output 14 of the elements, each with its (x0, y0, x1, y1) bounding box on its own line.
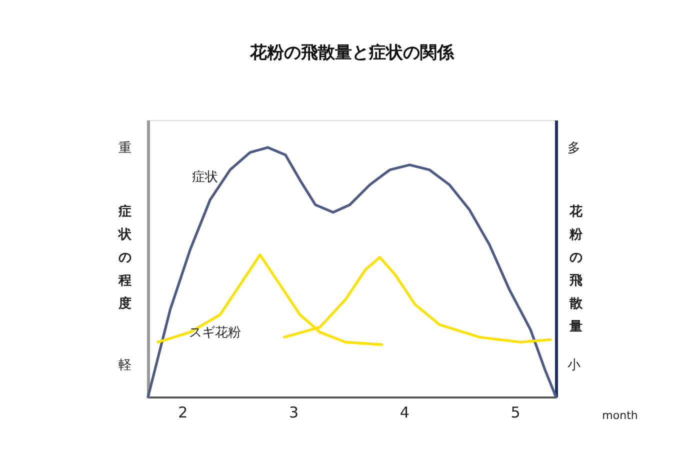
x-tick-label: 3 (288, 404, 299, 422)
series-label: 症状 (192, 170, 218, 185)
text: 多 (568, 141, 580, 156)
y-axis-title: 症状の程度 (118, 203, 132, 312)
x-axis-title: month (602, 409, 638, 422)
text: 小 (568, 358, 580, 373)
text: 軽 (118, 358, 132, 373)
chart-title: 花粉の飛散量と症状の関係 (249, 43, 455, 63)
series-label: スギ花粉 (189, 326, 242, 341)
x-tick-label: 2 (178, 404, 188, 422)
text: 重 (118, 141, 132, 156)
y2-axis-title: 花粉の飛散量 (568, 204, 584, 334)
x-tick-label: 5 (510, 404, 520, 422)
x-tick-label: 4 (400, 404, 410, 422)
